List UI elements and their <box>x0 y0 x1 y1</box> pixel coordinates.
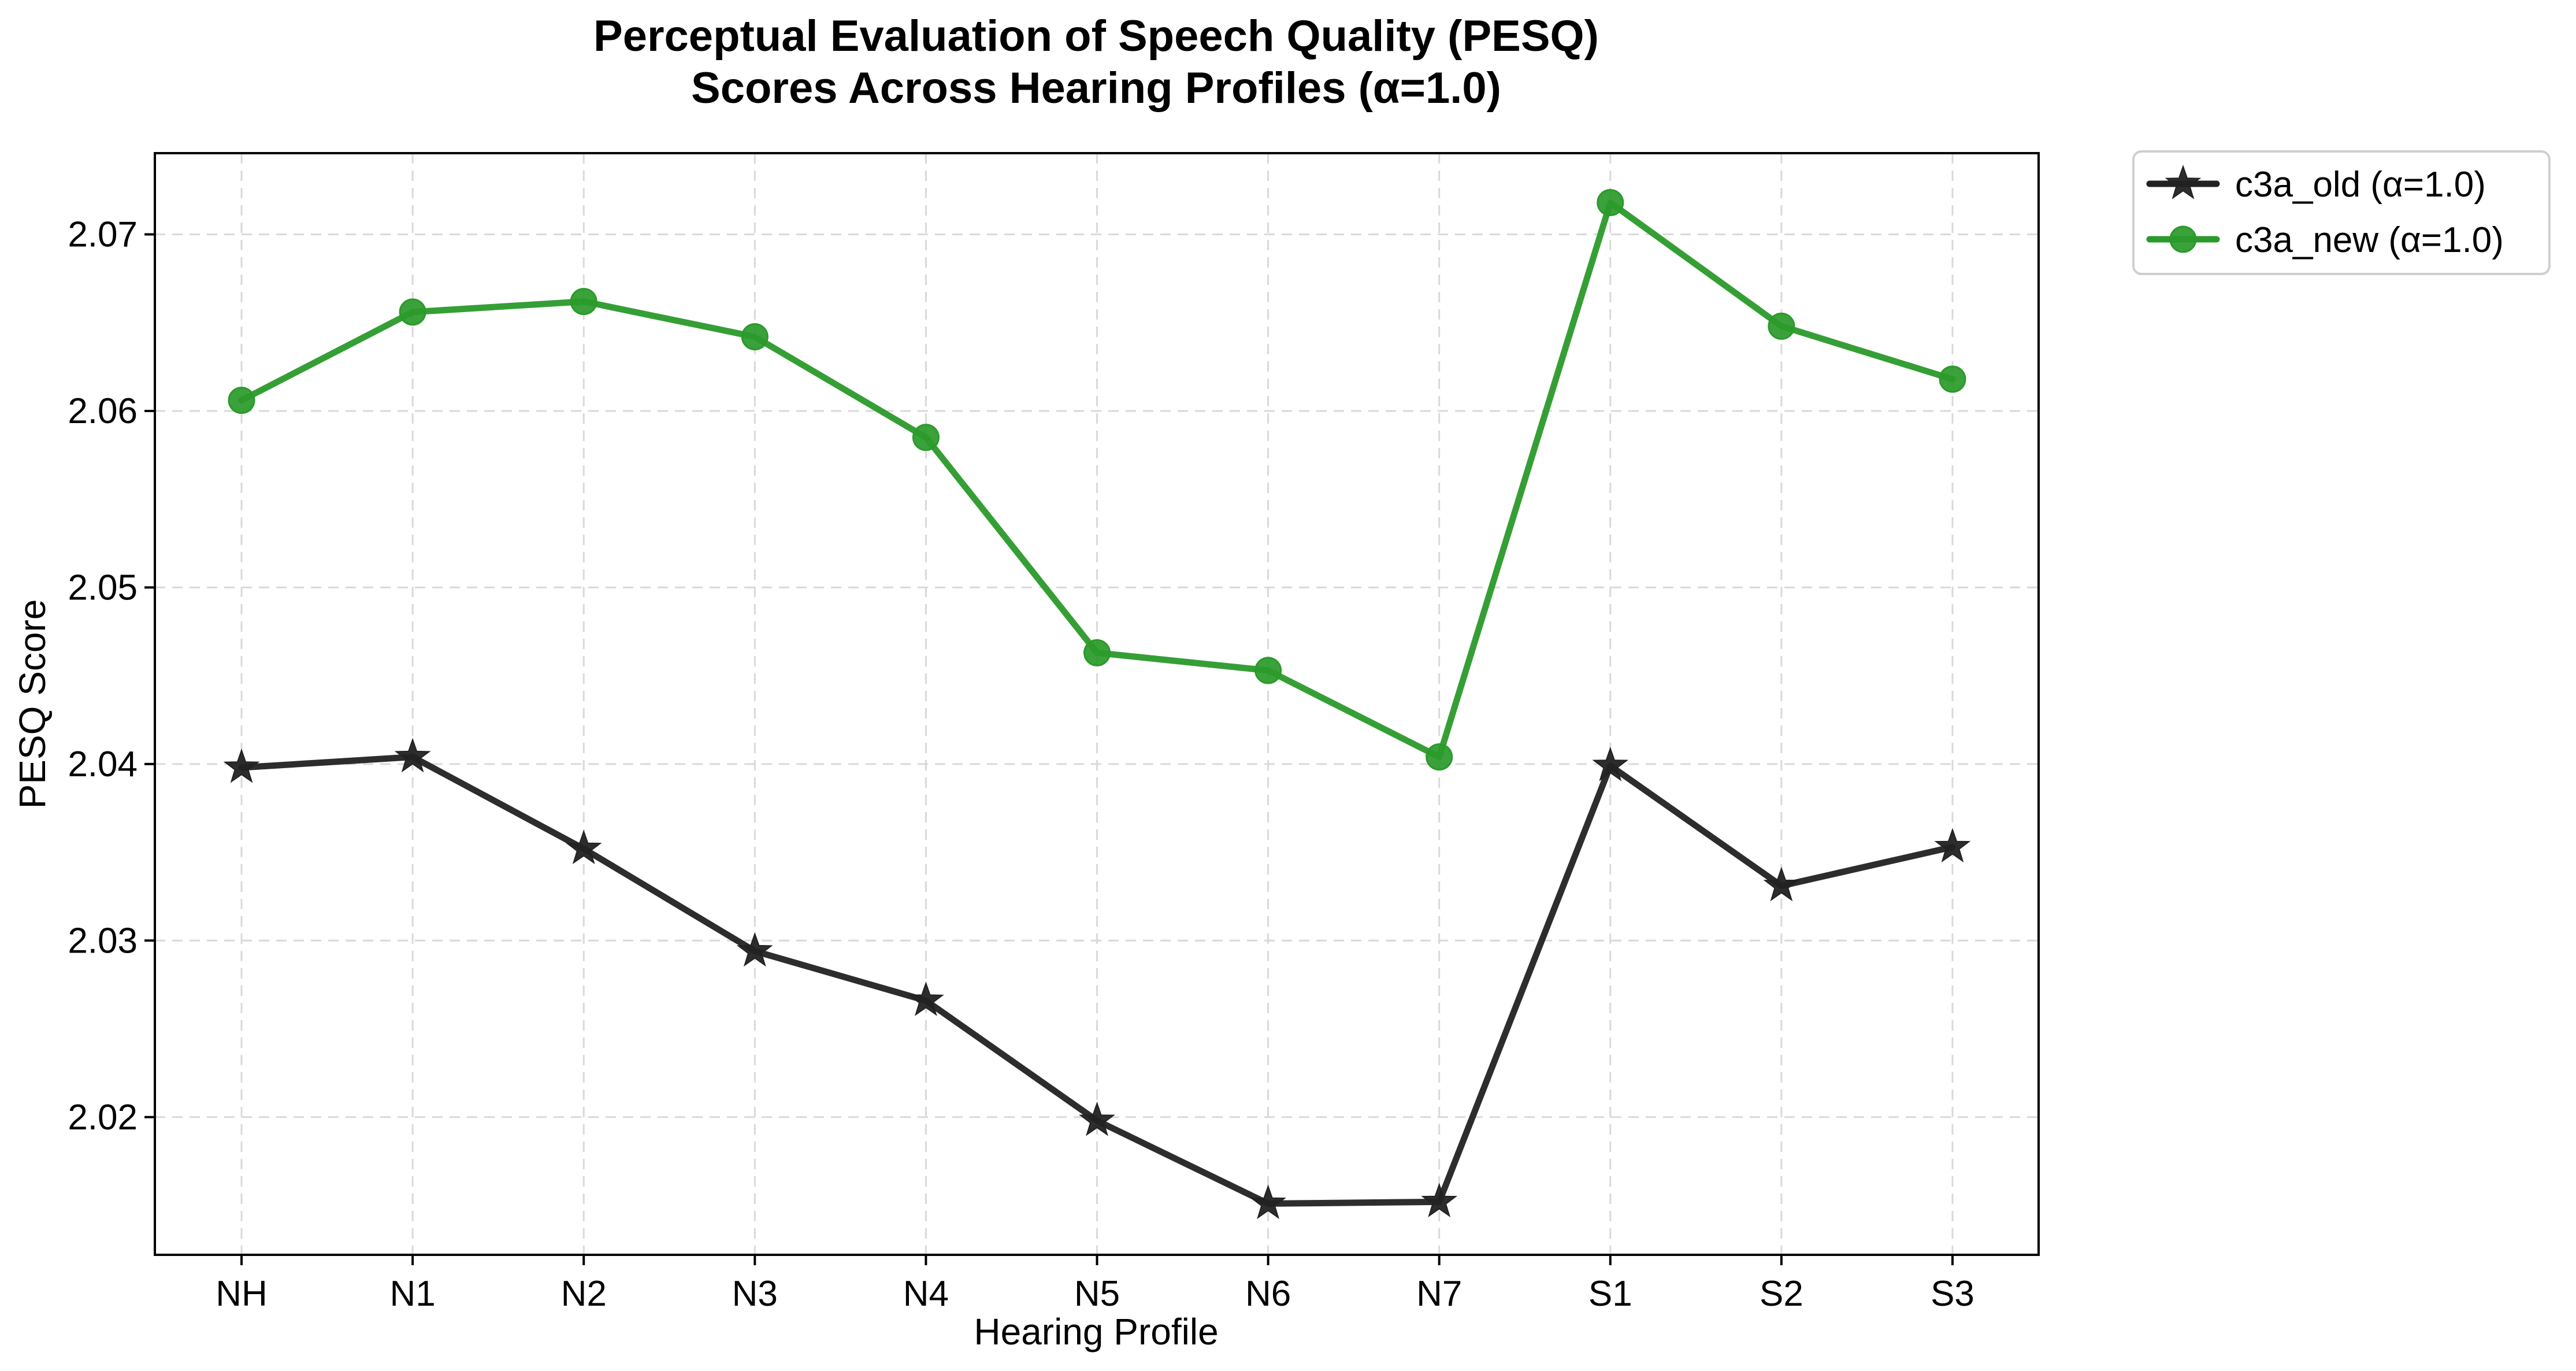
data-point-s1-N4 <box>912 424 940 451</box>
data-point-s1-N2 <box>570 288 597 316</box>
series-line-0 <box>238 754 1956 1207</box>
data-point-s1-S1 <box>1597 189 1624 217</box>
data-point-s1-N5 <box>1083 639 1111 666</box>
data-point-s1-N3 <box>741 323 769 351</box>
y-tick-label: 2.06 <box>68 391 138 431</box>
x-tick-label: N3 <box>732 1274 778 1314</box>
y-axis-label: PESQ Score <box>12 599 53 809</box>
data-point-s0-NH <box>223 748 260 783</box>
x-tick-label: N4 <box>903 1274 949 1314</box>
data-point-s0-S2 <box>1763 866 1800 902</box>
x-tick-label: S2 <box>1760 1274 1803 1314</box>
data-point-s0-N5 <box>1079 1101 1115 1136</box>
chart-title-line-1: Perceptual Evaluation of Speech Quality … <box>593 12 1599 61</box>
data-point-s0-N3 <box>736 932 773 967</box>
data-point-s0-N7 <box>1421 1183 1458 1218</box>
y-tick-label: 2.04 <box>68 744 138 784</box>
data-point-s0-N6 <box>1250 1184 1286 1220</box>
data-point-s0-N2 <box>565 829 602 865</box>
y-tick-label: 2.05 <box>68 568 138 607</box>
data-point-s0-N1 <box>394 738 431 773</box>
x-tick-label: S1 <box>1588 1274 1632 1314</box>
x-tick-label: N6 <box>1245 1274 1291 1314</box>
x-tick-label: N7 <box>1416 1274 1462 1314</box>
data-point-s1-NH <box>228 387 255 414</box>
legend-marker-1 <box>2169 225 2197 253</box>
y-tick-label: 2.02 <box>68 1098 138 1137</box>
legend-label-0: c3a_old (α=1.0) <box>2235 165 2486 205</box>
legend: c3a_old (α=1.0) c3a_new (α=1.0) <box>2132 150 2551 275</box>
y-axis-ticks: 2.02 2.03 2.04 2.05 2.06 2.07 <box>68 215 155 1137</box>
legend-entries: c3a_old (α=1.0) c3a_new (α=1.0) <box>2146 164 2504 260</box>
y-tick-label: 2.07 <box>68 215 138 255</box>
legend-marker-0 <box>2165 164 2202 199</box>
data-point-s0-N4 <box>908 981 944 1016</box>
legend-label-1: c3a_new (α=1.0) <box>2235 220 2504 260</box>
grid-layer <box>155 153 2039 1255</box>
data-point-s1-S2 <box>1768 312 1795 340</box>
x-tick-label: NH <box>216 1274 268 1314</box>
x-tick-label: N2 <box>561 1274 607 1314</box>
data-point-s1-N1 <box>399 298 426 326</box>
legend-frame <box>2132 150 2551 275</box>
data-point-s1-N7 <box>1426 743 1453 771</box>
x-axis-ticks: NH N1 N2 N3 N4 N5 N6 N7 S1 S2 S3 <box>216 1255 1974 1314</box>
x-tick-label: S3 <box>1931 1274 1974 1314</box>
chart-title-line-2: Scores Across Hearing Profiles (α=1.0) <box>691 64 1501 113</box>
x-tick-label: N5 <box>1074 1274 1120 1314</box>
x-tick-label: N1 <box>389 1274 435 1314</box>
data-point-s0-S3 <box>1934 828 1971 863</box>
y-tick-label: 2.03 <box>68 921 138 961</box>
data-point-s1-N6 <box>1254 657 1282 684</box>
series-layer <box>223 189 1971 1220</box>
data-point-s1-S3 <box>1939 365 1966 393</box>
data-point-s0-S1 <box>1592 746 1629 781</box>
x-axis-label: Hearing Profile <box>974 1311 1218 1353</box>
